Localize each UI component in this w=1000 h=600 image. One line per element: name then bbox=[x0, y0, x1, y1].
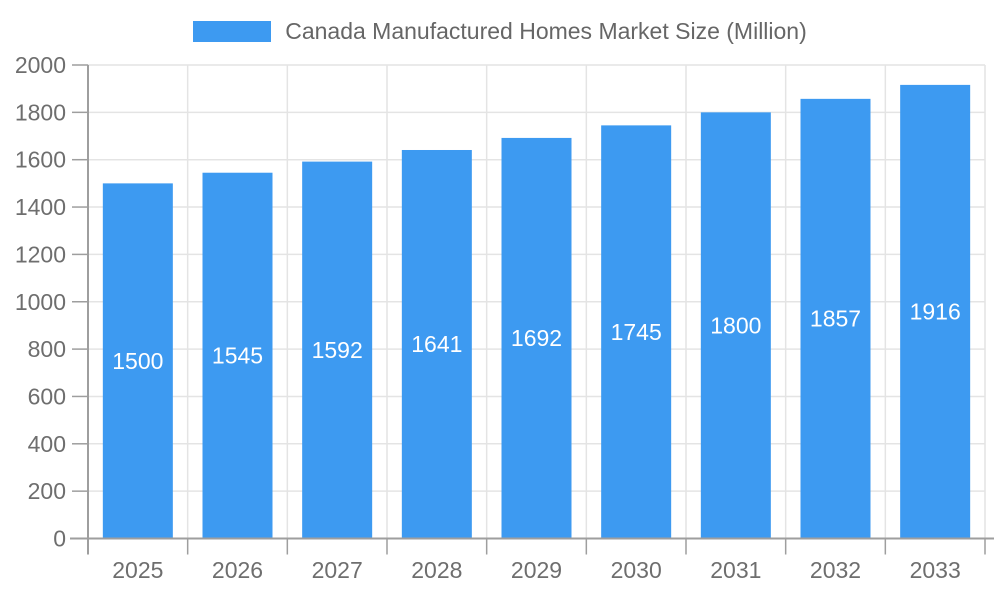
bar-value-label: 1800 bbox=[710, 312, 761, 338]
bar-value-label: 1745 bbox=[611, 319, 662, 345]
y-tick-label: 1400 bbox=[15, 194, 66, 220]
y-tick-label: 1000 bbox=[15, 289, 66, 315]
bar-value-label: 1545 bbox=[212, 343, 263, 369]
x-tick-label: 2033 bbox=[910, 557, 961, 583]
legend-swatch bbox=[193, 21, 272, 42]
x-tick-label: 2025 bbox=[112, 557, 163, 583]
bar-value-label: 1641 bbox=[411, 331, 462, 357]
bar-2032 bbox=[800, 98, 871, 539]
bar-2031 bbox=[700, 112, 771, 539]
bar-value-label: 1500 bbox=[112, 348, 163, 374]
legend-label: Canada Manufactured Homes Market Size (M… bbox=[285, 18, 807, 44]
bar-2028 bbox=[401, 149, 472, 539]
x-tick-label: 2026 bbox=[212, 557, 263, 583]
bar-2029 bbox=[501, 137, 572, 539]
y-tick-label: 200 bbox=[28, 478, 66, 504]
y-tick-label: 0 bbox=[53, 526, 66, 552]
y-tick-label: 1200 bbox=[15, 241, 66, 267]
x-tick-label: 2028 bbox=[411, 557, 462, 583]
x-tick-label: 2032 bbox=[810, 557, 861, 583]
y-tick-label: 800 bbox=[28, 336, 66, 362]
x-tick-label: 2027 bbox=[312, 557, 363, 583]
bar-value-label: 1916 bbox=[910, 299, 961, 325]
y-tick-label: 600 bbox=[28, 383, 66, 409]
bar-2026 bbox=[202, 172, 273, 539]
x-tick-label: 2030 bbox=[611, 557, 662, 583]
bar-2030 bbox=[601, 125, 672, 539]
y-tick-label: 1800 bbox=[15, 99, 66, 125]
legend-item[interactable]: Canada Manufactured Homes Market Size (M… bbox=[193, 20, 807, 43]
bar-2025 bbox=[102, 183, 173, 539]
y-tick-label: 400 bbox=[28, 431, 66, 457]
bar-2027 bbox=[302, 161, 373, 539]
legend: Canada Manufactured Homes Market Size (M… bbox=[0, 20, 1000, 43]
y-tick-label: 2000 bbox=[15, 52, 66, 78]
bar-2033 bbox=[900, 84, 971, 539]
x-tick-label: 2029 bbox=[511, 557, 562, 583]
bar-value-label: 1857 bbox=[810, 306, 861, 332]
y-tick-label: 1600 bbox=[15, 147, 66, 173]
bar-value-label: 1592 bbox=[312, 337, 363, 363]
bar-value-label: 1692 bbox=[511, 325, 562, 351]
x-tick-label: 2031 bbox=[710, 557, 761, 583]
